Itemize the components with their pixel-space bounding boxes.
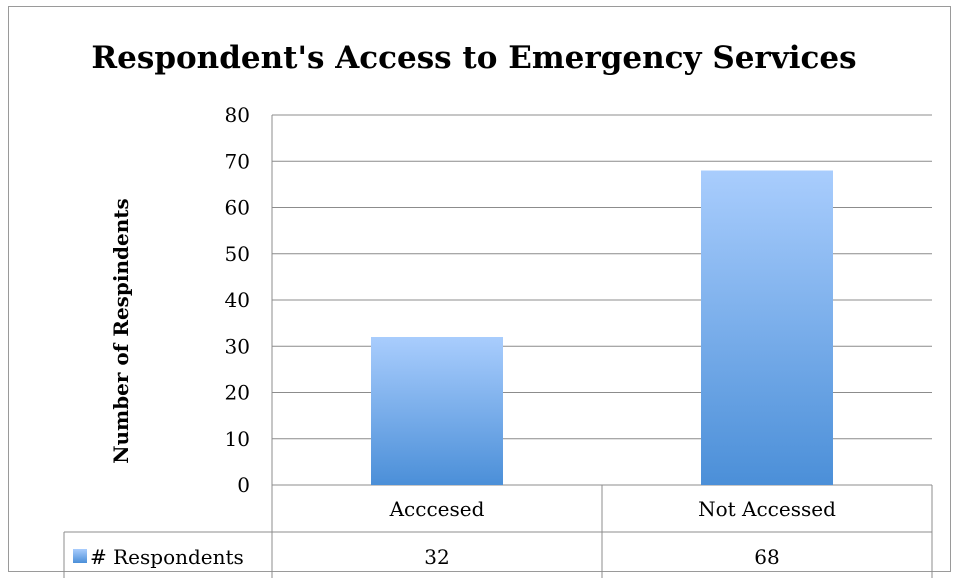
- legend-series-name: # Respondents: [90, 545, 244, 569]
- y-tick-label: 30: [225, 334, 250, 358]
- legend-swatch: [73, 549, 87, 563]
- x-category-label: Not Accessed: [698, 497, 836, 521]
- y-tick-label: 50: [225, 242, 250, 266]
- bar-0: [371, 337, 503, 485]
- y-tick-label: 70: [225, 149, 250, 173]
- y-tick-label: 60: [225, 196, 250, 220]
- bars: [371, 170, 833, 485]
- y-tick-label: 40: [225, 288, 250, 312]
- y-tick-label: 20: [225, 381, 250, 405]
- data-table: Acccesed 32 Not Accessed 68 # Respondents: [63, 485, 933, 578]
- bar-1: [701, 170, 833, 485]
- chart-title: Respondent's Access to Emergency Service…: [91, 40, 856, 76]
- table-value-cell: 32: [424, 545, 449, 569]
- y-tick-labels: 0 10 20 30 40 50 60 70 80: [225, 103, 250, 497]
- y-tick-label: 80: [225, 103, 250, 127]
- y-tick-label: 0: [237, 473, 250, 497]
- x-category-label: Acccesed: [389, 497, 485, 521]
- table-value-cell: 68: [754, 545, 779, 569]
- y-tick-label: 10: [225, 427, 250, 451]
- y-axis-label: Number of Respindents: [109, 198, 133, 464]
